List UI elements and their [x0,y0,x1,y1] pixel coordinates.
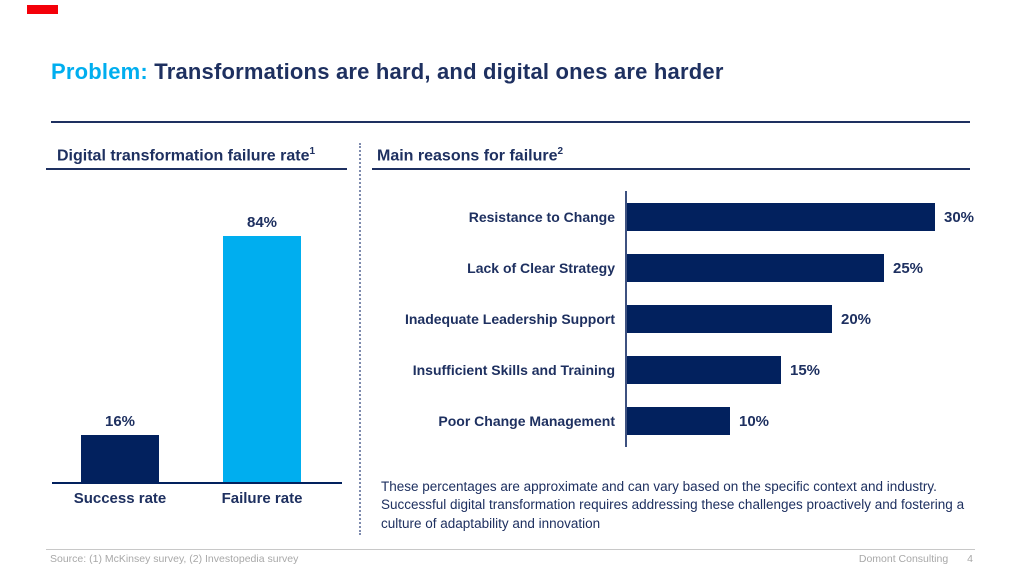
reason-row: Inadequate Leadership Support 20% [372,305,984,333]
reason-bar [627,407,730,435]
bar-category-label: Failure rate [221,490,303,507]
reason-row: Resistance to Change 30% [372,203,984,231]
reason-value-label: 25% [893,259,924,277]
reason-row: Lack of Clear Strategy 25% [372,254,984,282]
note-text: These percentages are approximate and ca… [381,479,965,531]
reason-bar [627,203,935,231]
left-panel-heading-underline [46,168,347,170]
bar-category-label: Success rate [73,490,167,507]
reason-value-label: 15% [790,361,821,379]
source-text: Source: (1) McKinsey survey, (2) Investo… [50,553,299,565]
reason-row: Insufficient Skills and Training 15% [372,356,984,384]
footer: Source: (1) McKinsey survey, (2) Investo… [46,553,975,565]
title-divider [51,121,970,123]
page-number: 4 [967,553,973,565]
reason-bar [627,356,781,384]
reason-bar [627,254,884,282]
section-divider [359,143,361,535]
reason-label: Inadequate Leadership Support [404,311,615,327]
left-panel-heading: Digital transformation failure rate1 [57,146,315,165]
reason-rows: Resistance to Change 30% Lack of Clear Str… [372,188,984,435]
footer-divider [46,549,975,550]
reason-value-label: 30% [944,208,975,226]
bar-value-label: 84% [246,214,278,231]
left-panel-heading-footnote: 1 [309,146,316,157]
success-rate-bar [81,435,159,482]
left-panel-heading-text: Digital transformation failure rate [57,147,310,165]
right-panel-heading-text: Main reasons for failure [377,147,558,165]
failure-rate-chart: 16% Success rate 84% Failure rate [52,212,342,507]
red-accent-bar [27,5,58,14]
reason-label: Poor Change Management [438,413,615,429]
chart-axis [625,191,627,447]
reason-label: Resistance to Change [468,209,615,225]
reason-label: Lack of Clear Strategy [467,260,615,276]
reason-row: Poor Change Management 10% [372,407,984,435]
reason-value-label: 20% [841,310,872,328]
reason-value-label: 10% [739,412,770,430]
page-title: Problem: Transformations are hard, and d… [51,59,724,85]
company-name: Domont Consulting [858,553,949,565]
failure-rate-bar [223,236,301,482]
title-highlight: Problem: [51,59,148,84]
right-panel-heading-footnote: 2 [557,146,564,157]
right-panel-heading: Main reasons for failure2 [377,146,563,165]
title-rest: Transformations are hard, and digital on… [147,59,724,84]
right-panel-heading-underline [372,168,970,170]
reason-label: Insufficient Skills and Training [412,362,615,378]
reasons-chart: Resistance to Change 30% Lack of Clear Str… [372,188,984,448]
reason-bar [627,305,832,333]
bar-value-label: 16% [104,413,136,430]
